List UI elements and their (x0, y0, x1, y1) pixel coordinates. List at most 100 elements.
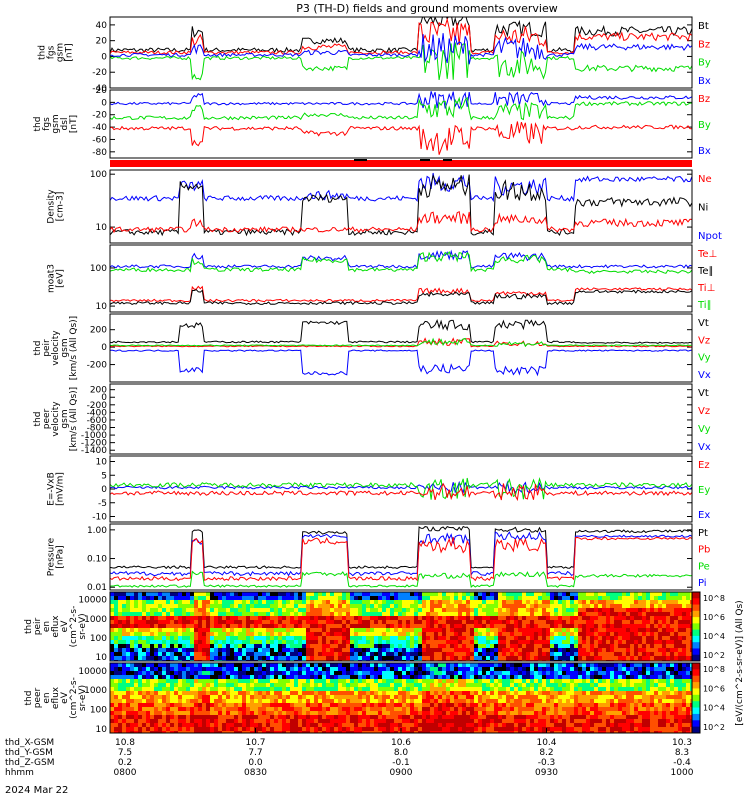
spectrogram-cell (650, 620, 654, 624)
spectrogram-cell (290, 620, 294, 624)
spectrogram-cell (354, 632, 358, 636)
spectrogram-cell (226, 640, 230, 644)
spectrogram-cell (234, 616, 238, 620)
spectrogram-cell (506, 640, 510, 644)
spectrogram-cell (450, 604, 454, 608)
spectrogram-cell (390, 592, 394, 596)
spectrogram-cell (466, 683, 470, 687)
spectrogram-cell (162, 687, 166, 691)
spectrogram-cell (142, 632, 146, 636)
spectrogram-cell (442, 703, 446, 707)
spectrogram-cell (466, 663, 470, 667)
spectrogram-cell (182, 632, 186, 636)
spectrogram-cell (150, 612, 154, 616)
spectrogram-cell (286, 679, 290, 683)
spectrogram-cell (482, 715, 486, 719)
spectrogram-cell (522, 644, 526, 648)
mode-bar (110, 160, 692, 167)
spectrogram-cell (370, 624, 374, 628)
spectrogram-cell (578, 671, 582, 675)
spectrogram-cell (570, 703, 574, 707)
spectrogram-cell (386, 644, 390, 648)
spectrogram-cell (222, 652, 226, 656)
spectrogram-cell (466, 620, 470, 624)
spectrogram-cell (182, 616, 186, 620)
spectrogram-cell (558, 644, 562, 648)
spectrogram-cell (114, 592, 118, 596)
spectrogram-cell (550, 719, 554, 723)
legend-Bx: Bx (698, 146, 711, 157)
spectrogram-cell (114, 667, 118, 671)
spectrogram-cell (410, 648, 414, 652)
spectrogram-cell (582, 596, 586, 600)
spectrogram-cell (166, 640, 170, 644)
spectrogram-cell (234, 608, 238, 612)
spectrogram-cell (682, 596, 686, 600)
spectrogram-cell (466, 636, 470, 640)
spectrogram-cell (118, 679, 122, 683)
spectrogram-cell (154, 683, 158, 687)
spectrogram-cell (414, 656, 418, 660)
spectrogram-cell (114, 628, 118, 632)
spectrogram-cell (134, 683, 138, 687)
spectrogram-cell (458, 695, 462, 699)
spectrogram-cell (234, 648, 238, 652)
spectrogram-cell (266, 616, 270, 620)
spectrogram-cell (114, 600, 118, 604)
spectrogram-cell (562, 592, 566, 596)
spectrogram-cell (674, 604, 678, 608)
spectrogram-cell (238, 723, 242, 727)
spectrogram-cell (418, 715, 422, 719)
spectrogram-cell (150, 711, 154, 715)
spectrogram-cell (542, 624, 546, 628)
spectrogram-cell (126, 695, 130, 699)
spectrogram-cell (246, 727, 250, 731)
spectrogram-cell (286, 604, 290, 608)
spectrogram-cell (454, 624, 458, 628)
spectrogram-cell (542, 656, 546, 660)
spectrogram-cell (658, 600, 662, 604)
spectrogram-cell (310, 636, 314, 640)
spectrogram-cell (450, 687, 454, 691)
spectrogram-cell (486, 632, 490, 636)
spectrogram-cell (142, 612, 146, 616)
figure-title: P3 (TH-D) fields and ground moments over… (296, 2, 558, 15)
spectrogram-cell (374, 711, 378, 715)
spectrogram-cell (266, 644, 270, 648)
spectrogram-cell (602, 592, 606, 596)
spectrogram-cell (606, 656, 610, 660)
spectrogram-cell (202, 592, 206, 596)
spectrogram-cell (326, 663, 330, 667)
spectrogram-cell (254, 715, 258, 719)
spectrogram-cell (186, 671, 190, 675)
spectrogram-cell (326, 711, 330, 715)
spectrogram-cell (658, 612, 662, 616)
spectrogram-cell (370, 632, 374, 636)
spectrogram-cell (310, 612, 314, 616)
spectrogram-cell (610, 604, 614, 608)
spectrogram-cell (170, 600, 174, 604)
spectrogram-cell (138, 671, 142, 675)
spectrogram-cell (394, 612, 398, 616)
spectrogram-cell (614, 608, 618, 612)
spectrogram-cell (134, 699, 138, 703)
spectrogram-cell (474, 727, 478, 731)
spectrogram-cell (358, 592, 362, 596)
spectrogram-cell (314, 719, 318, 723)
spectrogram-cell (502, 644, 506, 648)
spectrogram-cell (454, 663, 458, 667)
spectrogram-cell (498, 719, 502, 723)
spectrogram-cell (278, 707, 282, 711)
spectrogram-cell (534, 604, 538, 608)
spectrogram-cell (406, 636, 410, 640)
spectrogram-cell (462, 727, 466, 731)
spectrogram-cell (370, 671, 374, 675)
spectrogram-cell (302, 687, 306, 691)
spectrogram-cell (406, 620, 410, 624)
spectrogram-cell (294, 707, 298, 711)
spectrogram-cell (530, 679, 534, 683)
spectrogram-cell (342, 707, 346, 711)
spectrogram-cell (146, 727, 150, 731)
spectrogram-cell (422, 620, 426, 624)
